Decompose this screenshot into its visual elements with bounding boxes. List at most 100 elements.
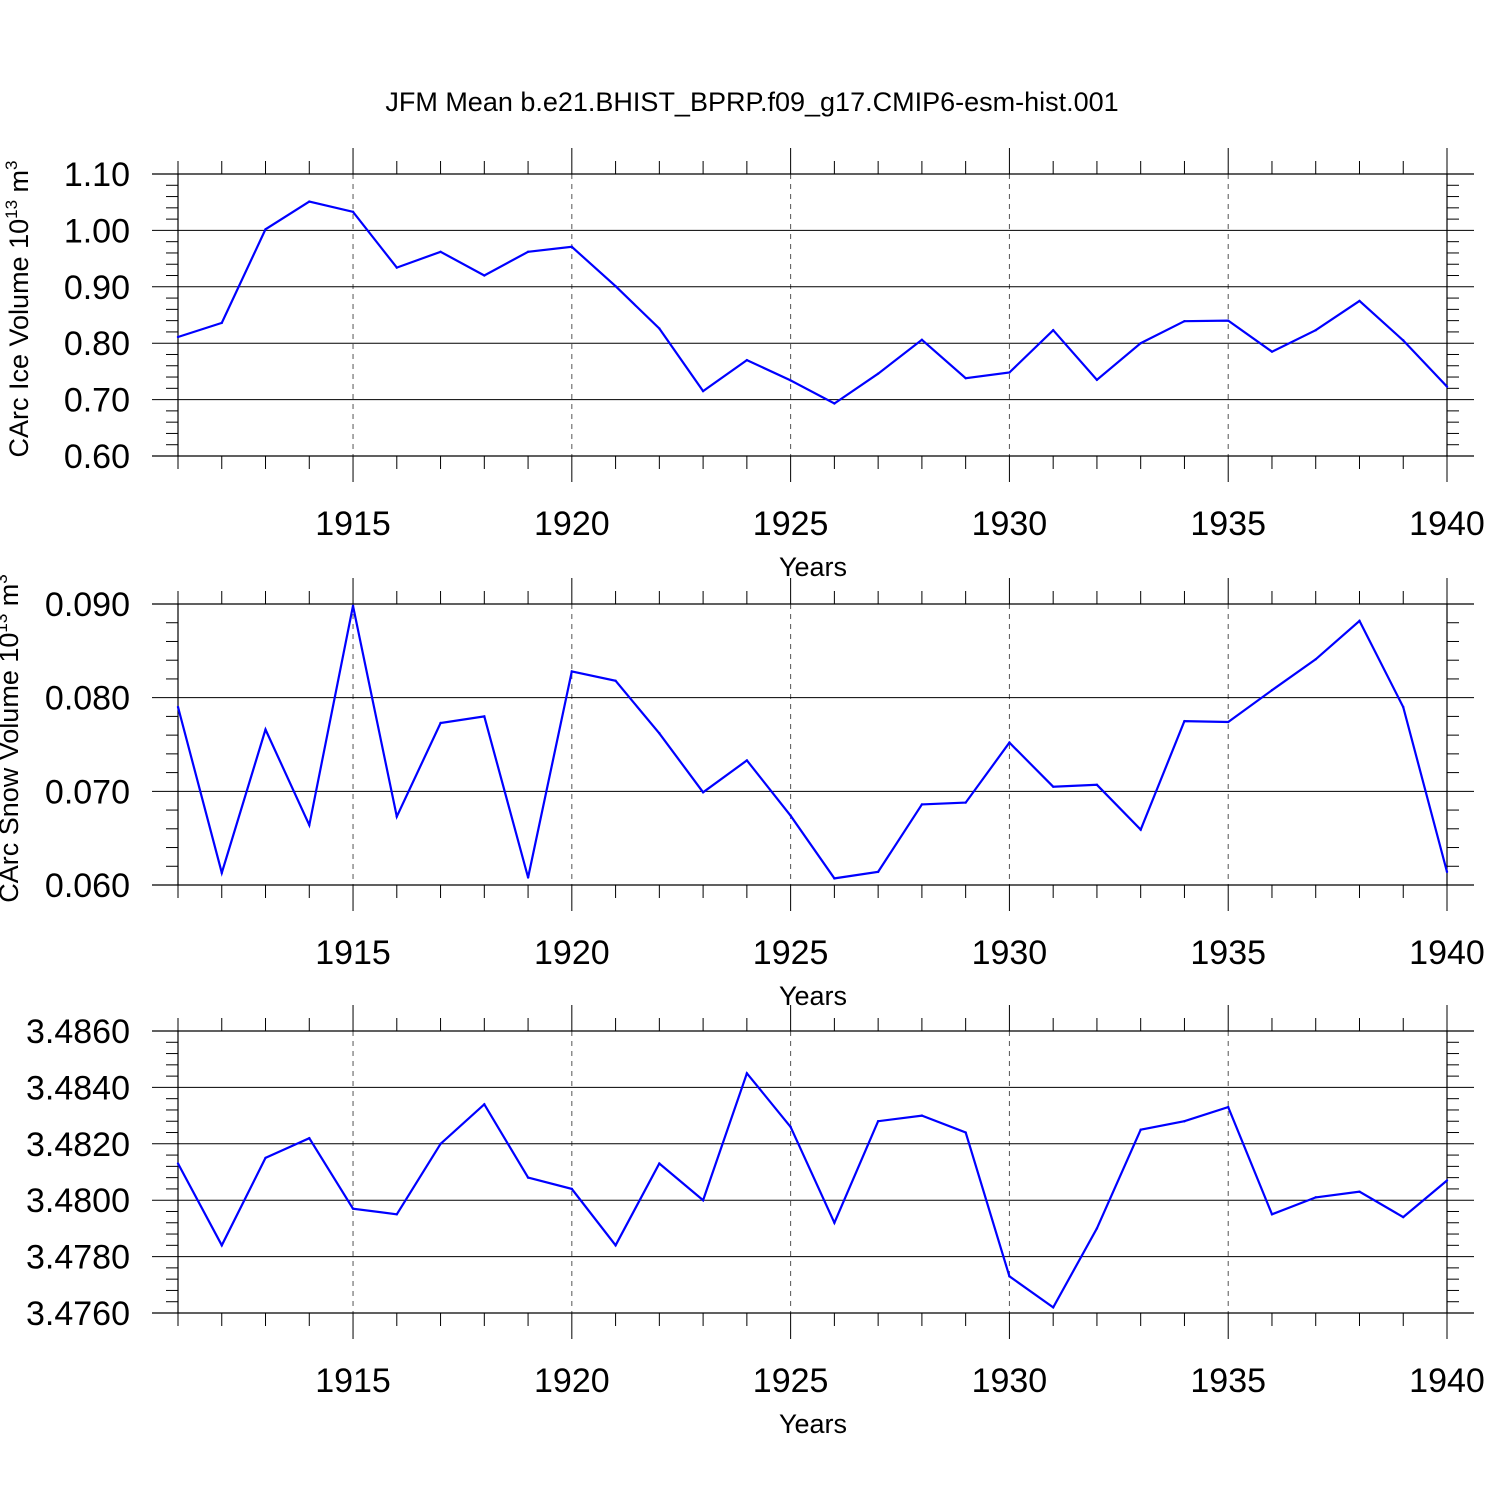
data-point: [1314, 329, 1317, 332]
data-point: [658, 732, 661, 735]
series-line: [177, 1071, 1448, 1310]
y-tick-label: 3.4780: [26, 1239, 130, 1277]
x-tick-label: 1940: [1409, 505, 1485, 543]
data-point: [351, 604, 355, 608]
data-point: [789, 814, 792, 817]
data-point: [570, 245, 574, 248]
data-point: [1051, 785, 1055, 788]
data-point: [745, 1072, 749, 1075]
data-point: [789, 379, 792, 382]
data-point: [1139, 342, 1142, 345]
data-point: [483, 715, 486, 718]
y-axis-title-part: 3: [0, 574, 11, 583]
y-tick-label: 0.080: [45, 680, 130, 718]
data-point: [1183, 320, 1186, 323]
x-tick-label: 1915: [315, 505, 391, 543]
data-point: [483, 274, 486, 277]
panel-ice-area: 3.4760 3.4780 3.4800 3.4820 3.4840 3.4860 1915…: [26, 1005, 1485, 1439]
data-point: [395, 1213, 398, 1216]
y-tick-label: 3.4800: [26, 1182, 130, 1220]
data-point: [439, 721, 442, 725]
x-tick-label: 1930: [972, 505, 1048, 543]
data-point: [1402, 705, 1405, 709]
data-point: [220, 1244, 223, 1247]
series-line: [177, 200, 1448, 405]
data-point: [876, 1120, 880, 1123]
y-tick-label: 3.4860: [26, 1013, 130, 1051]
data-point: [1445, 385, 1449, 388]
data-point: [1402, 1215, 1405, 1219]
panel-ice-volume: 0.60 0.70 0.80 0.90 1.00 1.10 1915 1920 1925 1930…: [2, 148, 1485, 582]
data-point: [308, 823, 311, 827]
data-point: [1402, 339, 1405, 342]
x-tick-label: 1915: [315, 934, 391, 972]
y-axis-title-part: 13: [2, 200, 21, 219]
y-axis-title: CArc Snow Volume 1013 m3: [0, 574, 24, 903]
data-point: [1358, 619, 1361, 623]
data-point: [833, 402, 836, 405]
data-point: [658, 327, 661, 330]
data-point: [1314, 1196, 1317, 1199]
data-point: [439, 250, 442, 254]
x-tick-label: 1925: [753, 1362, 829, 1400]
x-tick-label: 1915: [315, 1362, 391, 1400]
y-axis-title-part: m: [0, 584, 24, 614]
x-tick-label: 1940: [1409, 934, 1485, 972]
data-point: [1183, 719, 1186, 723]
data-point: [220, 321, 223, 325]
data-point: [176, 1162, 180, 1165]
data-point: [570, 670, 574, 673]
x-tick-label: 1935: [1190, 934, 1266, 972]
data-point: [1008, 741, 1011, 744]
data-point: [964, 376, 967, 380]
data-point: [745, 759, 749, 762]
data-point: [701, 791, 705, 794]
data-point: [876, 870, 880, 874]
data-point: [526, 1176, 530, 1179]
data-point: [1095, 783, 1099, 786]
data-point: [876, 372, 880, 375]
data-point: [701, 389, 705, 393]
data-point: [833, 1221, 836, 1224]
x-tick-label: 1925: [753, 505, 829, 543]
data-point: [176, 335, 180, 339]
data-point: [308, 200, 311, 203]
data-point: [1314, 658, 1317, 661]
y-tick-label: 0.070: [45, 773, 130, 811]
data-point: [220, 871, 223, 875]
data-point: [1445, 870, 1449, 874]
x-tick-label: 1940: [1409, 1362, 1485, 1400]
x-tick-label: 1935: [1190, 505, 1266, 543]
data-point: [526, 876, 530, 879]
data-point: [1270, 1213, 1274, 1216]
data-point: [1051, 1306, 1055, 1309]
y-axis-title: CArc Ice Volume 1013 m3: [2, 160, 34, 457]
data-point: [1445, 1179, 1449, 1182]
data-point: [1358, 1190, 1361, 1193]
data-point: [964, 1131, 967, 1134]
data-point: [1008, 1275, 1011, 1278]
y-tick-label: 0.090: [45, 586, 130, 624]
y-tick-label: 3.4840: [26, 1069, 130, 1107]
chart-title: JFM Mean b.e21.BHIST_BPRP.f09_g17.CMIP6-…: [385, 87, 1118, 117]
data-point: [1270, 350, 1274, 353]
x-tick-label: 1935: [1190, 1362, 1266, 1400]
panel-snow-volume: 0.060 0.070 0.080 0.090 1915 1920 1925 1930 1935…: [0, 574, 1485, 1011]
x-tick-label: 1925: [753, 934, 829, 972]
data-point: [614, 1244, 617, 1247]
y-axis-title-part: m: [4, 170, 34, 200]
y-axis-title-part: CArc Snow Volume 10: [0, 633, 24, 903]
data-point: [264, 228, 267, 231]
y-axis-title-part: CArc Ice Volume 10: [4, 219, 34, 458]
y-tick-label: 0.60: [64, 438, 130, 476]
data-point: [745, 358, 749, 362]
data-point: [1095, 1227, 1099, 1230]
data-point: [264, 728, 267, 731]
data-point: [701, 1199, 705, 1202]
data-point: [614, 285, 617, 288]
data-point: [1051, 329, 1055, 332]
y-tick-label: 0.060: [45, 867, 130, 905]
x-axis-title: Years: [779, 552, 847, 582]
y-tick-label: 0.90: [64, 269, 130, 307]
